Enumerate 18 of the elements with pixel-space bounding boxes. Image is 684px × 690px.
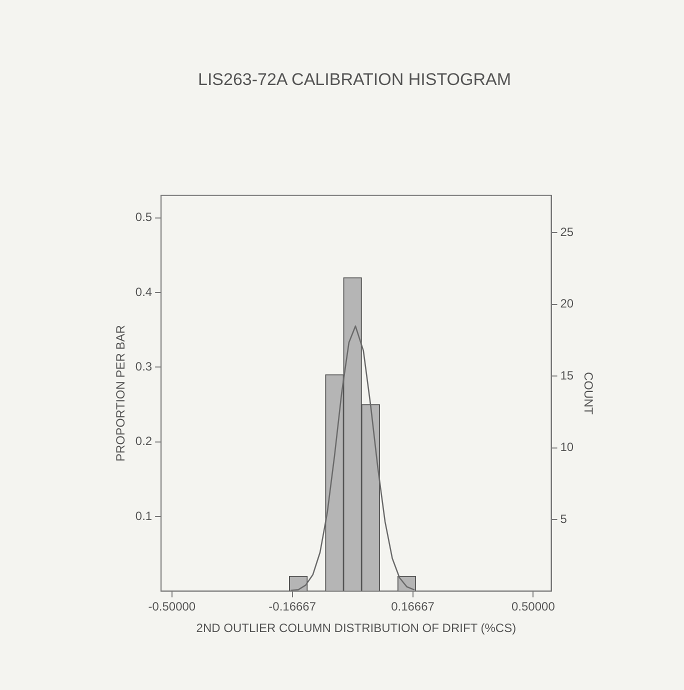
y-tick-label: 0.1 (135, 508, 152, 523)
y2-tick-label: 25 (560, 225, 574, 239)
x-tick-label: 0.50000 (511, 600, 556, 614)
x-tick-label: 0.16667 (391, 600, 435, 614)
y-tick-label: 0.3 (135, 359, 152, 374)
y2-tick-label: 10 (560, 440, 574, 454)
y2-tick-label: 5 (560, 512, 568, 526)
x-tick-label: -0.50000 (148, 600, 196, 614)
y-axis-title: PROPORTION PER BAR (114, 324, 128, 462)
x-tick-label: -0.16667 (268, 600, 316, 614)
x-axis-title: 2ND OUTLIER COLUMN DISTRIBUTION OF DRIFT (%CS) (196, 621, 516, 636)
y2-tick-label: 20 (560, 296, 574, 311)
y-tick-label: 0.5 (135, 210, 152, 224)
y2-tick-label: 15 (560, 368, 574, 382)
y-tick-label: 0.2 (135, 434, 152, 448)
y2-axis-title: COUNT (581, 372, 596, 416)
chart-title: LIS263-72A CALIBRATION HISTOGRAM (198, 70, 512, 89)
y-tick-label: 0.4 (135, 284, 152, 299)
